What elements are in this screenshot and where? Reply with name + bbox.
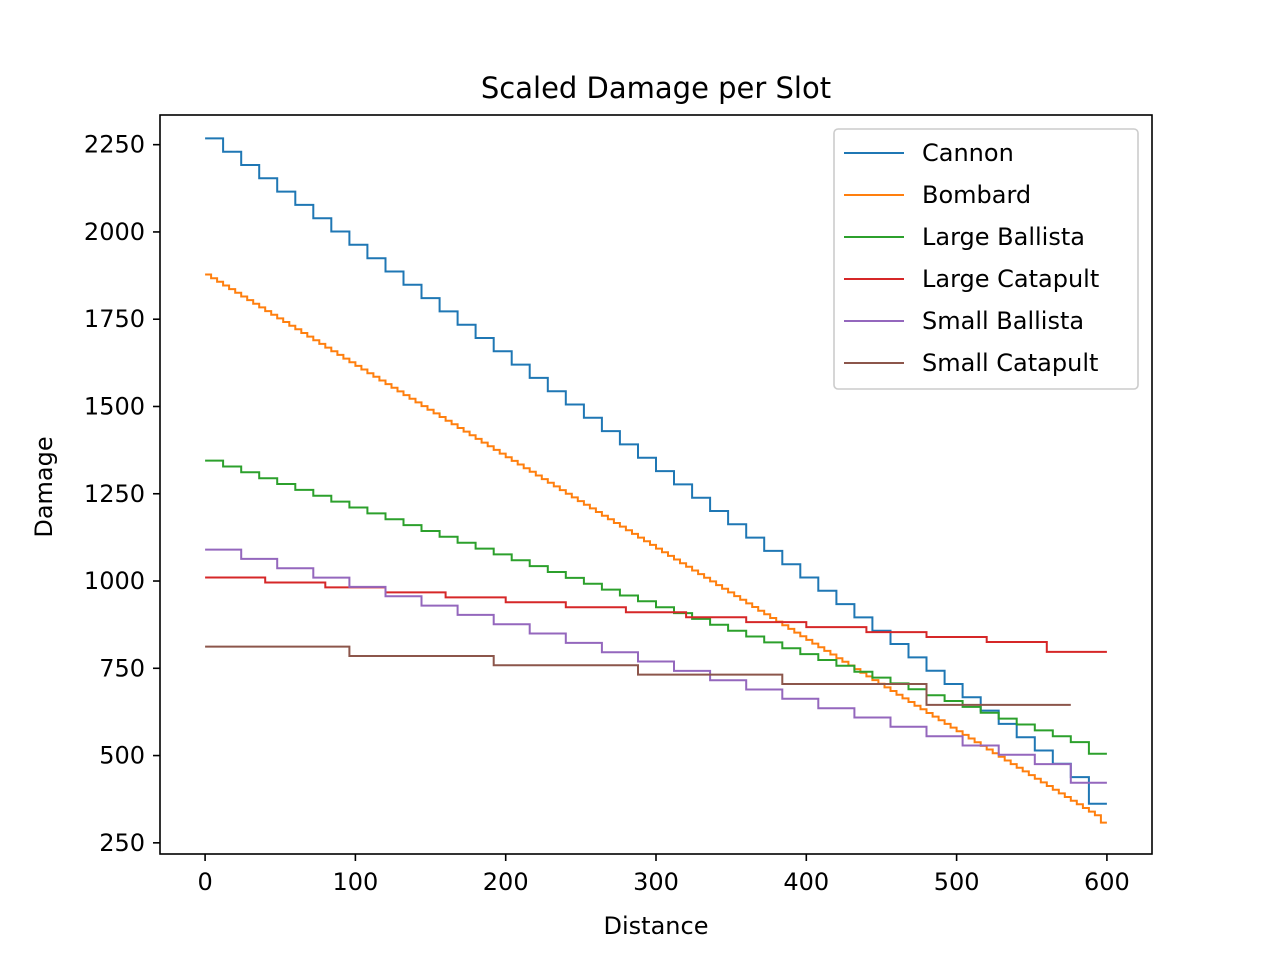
y-tick-label-0: 250 [99,829,145,857]
x-tick-label-1: 100 [332,868,378,896]
series-layer [205,137,1107,824]
x-axis-label: Distance [604,912,709,940]
series-line-0 [205,137,1107,805]
x-tick-label-6: 600 [1084,868,1130,896]
chart-title: Scaled Damage per Slot [481,71,831,105]
legend-label-4: Small Ballista [922,307,1084,335]
x-tick-label-4: 400 [783,868,829,896]
legend-label-3: Large Catapult [922,265,1099,293]
y-tick-label-1: 500 [99,742,145,770]
series-line-5 [205,645,1071,706]
x-tick-label-0: 0 [197,868,212,896]
y-tick-label-7: 2000 [84,218,145,246]
y-tick-label-6: 1750 [84,305,145,333]
series-line-2 [205,459,1107,755]
x-tick-label-3: 300 [633,868,679,896]
y-tick-label-4: 1250 [84,480,145,508]
series-line-4 [205,548,1107,784]
y-tick-label-5: 1500 [84,392,145,420]
legend: Cannon Bombard Large Ballista Large Catapul… [833,128,1139,390]
legend-label-1: Bombard [922,181,1031,209]
x-tick-label-5: 500 [934,868,980,896]
series-line-1 [205,273,1107,824]
legend-label-2: Large Ballista [922,223,1085,251]
y-tick-label-2: 750 [99,654,145,682]
y-tick-label-3: 1000 [84,567,145,595]
legend-label-5: Small Catapult [922,349,1098,377]
x-axis: 0 100 200 300 400 500 600 [197,854,1130,896]
legend-box [833,128,1139,390]
y-axis: 250 500 750 1000 1250 1500 1750 2000 2250 [84,131,160,857]
y-axis-label: Damage [30,436,58,537]
y-tick-label-8: 2250 [84,131,145,159]
x-tick-label-2: 200 [483,868,529,896]
legend-label-0: Cannon [922,139,1014,167]
